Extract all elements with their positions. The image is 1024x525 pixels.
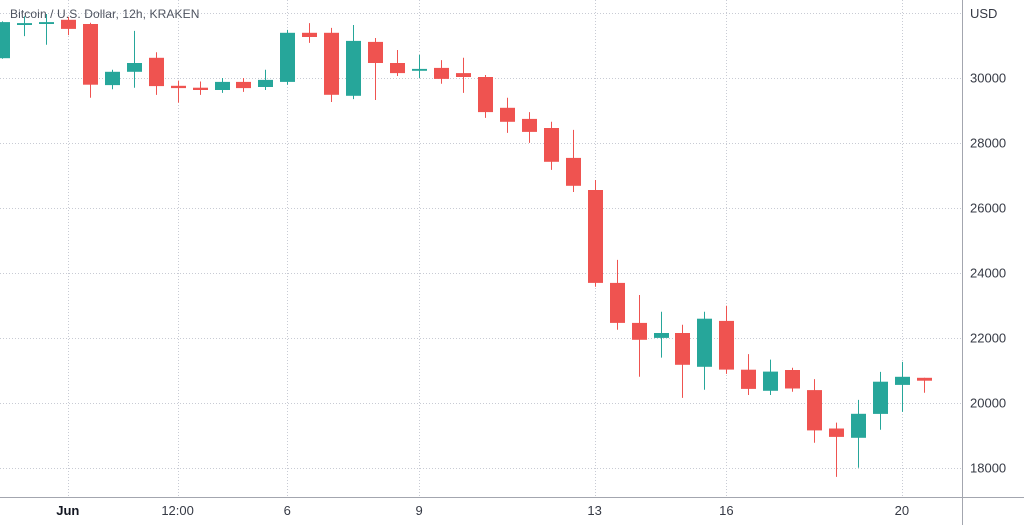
candle-body	[697, 318, 712, 367]
candle-body	[61, 19, 76, 29]
candle-body	[83, 24, 98, 85]
candle-body	[390, 63, 405, 74]
candle-body	[632, 322, 647, 340]
candle-body	[785, 370, 800, 389]
price-axis-label: 26000	[970, 200, 1006, 215]
price-axis-label: 20000	[970, 395, 1006, 410]
candle-body	[566, 157, 581, 186]
candle-body	[368, 41, 383, 63]
time-axis-label: 6	[284, 503, 291, 518]
time-axis-label: 13	[587, 503, 601, 518]
price-axis-label: 18000	[970, 460, 1006, 475]
candle-body	[0, 22, 10, 59]
candle-body	[127, 63, 142, 72]
candle-body	[522, 118, 537, 132]
candle-body	[654, 333, 669, 338]
candle-body	[434, 67, 449, 79]
candle-body	[193, 87, 208, 90]
candle-body	[610, 282, 625, 323]
time-axis-label: 9	[415, 503, 422, 518]
candle-body	[280, 32, 295, 82]
candle-body	[675, 333, 690, 365]
price-axis[interactable]	[963, 0, 1024, 497]
time-axis-label: Jun	[56, 503, 79, 518]
candle-body	[215, 81, 230, 90]
price-axis-label: 22000	[970, 330, 1006, 345]
candle-body	[346, 40, 361, 96]
time-axis-label: 16	[719, 503, 733, 518]
candle-body	[873, 381, 888, 414]
candle-body	[895, 376, 910, 385]
candle-body	[478, 77, 493, 113]
candle-body	[324, 32, 339, 95]
candle-body	[544, 128, 559, 162]
price-axis-label: 30000	[970, 71, 1006, 86]
candle-body	[236, 81, 251, 89]
candle-body	[412, 68, 427, 71]
symbol-legend[interactable]: Bitcoin / U.S. Dollar, 12h, KRAKEN	[10, 7, 199, 21]
candle-body	[588, 190, 603, 283]
candle-body	[149, 57, 164, 87]
candle-body	[763, 371, 778, 391]
time-axis-label: 20	[895, 503, 909, 518]
price-axis-label: 28000	[970, 135, 1006, 150]
candle-body	[17, 23, 32, 25]
symbol-title[interactable]: Bitcoin / U.S. Dollar, 12h, KRAKEN	[10, 7, 200, 21]
candle-body	[302, 32, 317, 37]
candle-body	[500, 107, 515, 122]
currency-label: USD	[970, 6, 997, 21]
candle-body	[105, 71, 120, 86]
price-axis-label: 24000	[970, 265, 1006, 280]
candle-body	[258, 79, 273, 87]
candle-body	[456, 73, 471, 77]
candle-body	[917, 377, 932, 381]
time-axis-label: 12:00	[161, 503, 194, 518]
time-axis[interactable]	[0, 498, 962, 525]
candle-body	[807, 390, 822, 431]
candle-body	[741, 369, 756, 389]
candle-body	[171, 85, 186, 89]
candle-body	[39, 22, 54, 24]
candle-body	[829, 428, 844, 437]
candle-body	[719, 320, 734, 370]
candle-body	[851, 413, 866, 438]
